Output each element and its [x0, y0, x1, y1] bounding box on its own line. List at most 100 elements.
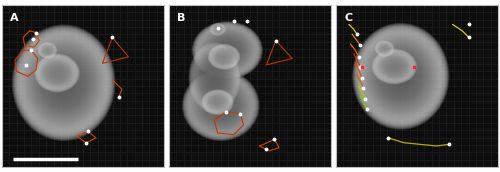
Ellipse shape: [26, 40, 102, 125]
Ellipse shape: [194, 49, 235, 106]
Ellipse shape: [24, 38, 103, 127]
Ellipse shape: [368, 41, 432, 111]
Ellipse shape: [38, 57, 76, 89]
Ellipse shape: [18, 31, 109, 134]
Ellipse shape: [194, 23, 260, 77]
Ellipse shape: [210, 23, 226, 36]
Ellipse shape: [37, 56, 77, 90]
Ellipse shape: [194, 51, 234, 105]
Ellipse shape: [210, 24, 224, 35]
Ellipse shape: [192, 22, 262, 79]
Ellipse shape: [210, 23, 225, 35]
Ellipse shape: [372, 50, 416, 84]
Ellipse shape: [361, 33, 440, 120]
Ellipse shape: [39, 43, 56, 57]
Ellipse shape: [23, 37, 104, 128]
Text: A: A: [10, 13, 18, 23]
Ellipse shape: [200, 29, 254, 72]
Ellipse shape: [364, 36, 438, 117]
Ellipse shape: [206, 93, 230, 112]
Ellipse shape: [356, 27, 446, 126]
Ellipse shape: [358, 29, 444, 123]
Ellipse shape: [188, 75, 254, 136]
Ellipse shape: [366, 37, 436, 115]
Ellipse shape: [14, 26, 114, 139]
Ellipse shape: [183, 71, 258, 140]
Ellipse shape: [374, 51, 414, 82]
Ellipse shape: [356, 27, 446, 125]
Ellipse shape: [192, 21, 263, 79]
Ellipse shape: [25, 40, 102, 126]
Ellipse shape: [212, 48, 236, 66]
Ellipse shape: [20, 34, 108, 132]
Ellipse shape: [194, 50, 234, 106]
Ellipse shape: [365, 37, 436, 116]
Ellipse shape: [40, 44, 54, 56]
Ellipse shape: [195, 24, 260, 77]
Ellipse shape: [30, 44, 98, 121]
Ellipse shape: [368, 40, 434, 112]
Ellipse shape: [378, 54, 410, 79]
Ellipse shape: [198, 26, 256, 74]
Ellipse shape: [362, 34, 440, 119]
Ellipse shape: [364, 35, 438, 117]
Ellipse shape: [13, 26, 114, 140]
Ellipse shape: [375, 41, 394, 57]
Ellipse shape: [198, 26, 258, 75]
Ellipse shape: [184, 72, 258, 139]
Ellipse shape: [12, 24, 116, 141]
Ellipse shape: [28, 43, 99, 123]
Ellipse shape: [209, 45, 240, 69]
Ellipse shape: [196, 53, 232, 103]
Ellipse shape: [209, 45, 239, 69]
Ellipse shape: [212, 25, 223, 34]
Ellipse shape: [202, 29, 253, 71]
Ellipse shape: [376, 52, 413, 81]
Ellipse shape: [210, 23, 226, 35]
Ellipse shape: [193, 22, 262, 78]
Ellipse shape: [41, 60, 73, 87]
Ellipse shape: [212, 24, 224, 34]
Ellipse shape: [376, 52, 412, 81]
Ellipse shape: [187, 74, 254, 137]
Ellipse shape: [26, 41, 101, 124]
Ellipse shape: [376, 42, 393, 56]
Ellipse shape: [190, 77, 252, 134]
Ellipse shape: [354, 25, 448, 128]
Ellipse shape: [202, 30, 252, 71]
Ellipse shape: [212, 47, 236, 67]
Ellipse shape: [376, 53, 412, 80]
Ellipse shape: [194, 81, 248, 130]
Ellipse shape: [22, 36, 105, 130]
Ellipse shape: [378, 54, 410, 79]
Ellipse shape: [40, 45, 54, 56]
Ellipse shape: [194, 23, 261, 78]
Ellipse shape: [192, 22, 262, 79]
Ellipse shape: [378, 43, 392, 55]
Ellipse shape: [16, 30, 110, 136]
Ellipse shape: [186, 73, 256, 138]
Ellipse shape: [190, 77, 252, 134]
Ellipse shape: [211, 24, 224, 35]
Ellipse shape: [196, 52, 233, 104]
Ellipse shape: [204, 31, 250, 69]
Ellipse shape: [196, 82, 246, 129]
Ellipse shape: [38, 42, 57, 58]
Ellipse shape: [204, 92, 231, 113]
Ellipse shape: [210, 45, 238, 68]
Ellipse shape: [355, 26, 446, 127]
Ellipse shape: [21, 35, 106, 131]
Ellipse shape: [36, 55, 78, 92]
Ellipse shape: [211, 46, 237, 67]
Ellipse shape: [368, 40, 434, 113]
Ellipse shape: [372, 49, 416, 84]
Ellipse shape: [352, 23, 449, 129]
Ellipse shape: [40, 44, 56, 57]
Ellipse shape: [202, 89, 234, 115]
Ellipse shape: [360, 32, 441, 121]
Ellipse shape: [212, 47, 236, 66]
Ellipse shape: [374, 50, 415, 83]
Ellipse shape: [42, 60, 72, 86]
Ellipse shape: [200, 28, 254, 73]
Ellipse shape: [372, 49, 417, 84]
